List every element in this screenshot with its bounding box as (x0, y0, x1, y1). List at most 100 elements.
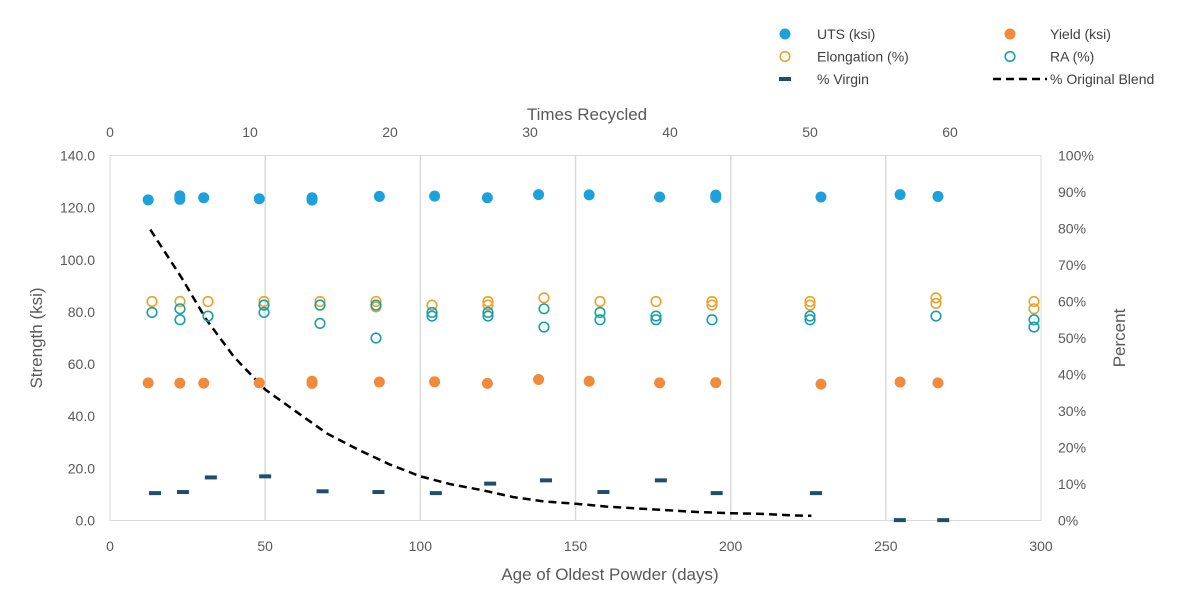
yield-ksi-point (583, 375, 595, 387)
ra-point (804, 310, 816, 322)
ra-legend-marker (1004, 50, 1016, 63)
x-top-tick-label: 30 (522, 124, 538, 140)
yield-ksi-point (306, 377, 318, 389)
x-bottom-tick-label: 300 (1029, 538, 1053, 554)
virgin-legend-label: % Virgin (817, 71, 869, 87)
elongation-point (538, 292, 550, 304)
uts-ksi-point (306, 194, 318, 206)
uts-ksi-point (710, 191, 722, 203)
y-left-tick-label: 100.0 (60, 252, 95, 268)
ra-point (370, 332, 382, 344)
virgin-point (148, 491, 161, 496)
virgin-point (204, 475, 217, 480)
y-right-tick-label: 50% (1058, 330, 1086, 346)
ra-legend-label: RA (%) (1050, 49, 1094, 65)
ra-point (314, 299, 326, 311)
elongation-point (258, 295, 270, 308)
ra-point (174, 314, 186, 326)
ra-point (482, 306, 494, 319)
ra-point (650, 310, 662, 322)
yield-ksi-point (481, 377, 493, 389)
ra-point (314, 317, 326, 330)
yield-ksi-point (815, 378, 827, 390)
ra-point (426, 310, 438, 322)
uts-ksi-point (174, 193, 186, 205)
uts-ksi-point (533, 189, 545, 201)
marker-layer (142, 189, 1040, 523)
ra-point (1028, 321, 1040, 333)
x-bottom-tick-label: 250 (874, 538, 898, 554)
y-right-tick-label: 100% (1058, 148, 1094, 164)
virgin-point (259, 474, 272, 479)
uts-ksi-point (481, 192, 493, 204)
yield-ksi-point (198, 377, 210, 389)
x-bottom-tick-label: 50 (257, 538, 273, 554)
ra-point (174, 303, 186, 315)
y-right-tick-label: 40% (1058, 367, 1086, 383)
uts-ksi-legend-label: UTS (ksi) (817, 26, 875, 42)
yield-ksi-legend-label: Yield (ksi) (1050, 26, 1111, 42)
x-top-tick-label: 10 (242, 124, 258, 140)
yield-ksi-point (373, 376, 385, 388)
ra-point (538, 303, 550, 315)
x-top-tick-label: 0 (106, 124, 114, 140)
x-bottom-tick-label: 0 (106, 538, 114, 554)
y-right-tick-label: 70% (1058, 257, 1086, 273)
y-left-tick-label: 80.0 (68, 304, 95, 320)
ra-point (258, 306, 270, 319)
elongation-point (482, 295, 494, 308)
y-left-tick-label: 60.0 (68, 356, 95, 372)
ra-point (482, 310, 494, 322)
uts-ksi-point (815, 191, 827, 203)
y-right-axis-title: Percent (1110, 308, 1129, 367)
uts-ksi-point (373, 190, 385, 202)
elongation-point (1028, 295, 1040, 308)
elongation-point (314, 295, 326, 308)
yield-ksi-legend-marker (1004, 28, 1016, 40)
x-top-tick-label: 60 (942, 124, 958, 140)
y-right-tick-label: 30% (1058, 403, 1086, 419)
y-right-tick-label: 80% (1058, 221, 1086, 237)
x-top-tick-label: 50 (802, 124, 818, 140)
y-left-tick-label: 120.0 (60, 200, 95, 216)
x-top-tick-label: 20 (382, 124, 398, 140)
x-bottom-tick-label: 100 (409, 538, 433, 554)
yield-ksi-point (253, 377, 265, 389)
legend: UTS (ksi) Yield (ksi) Elongation (%) RA (%)… (779, 26, 1154, 87)
x-bottom-axis-title: Age of Oldest Powder (days) (501, 565, 718, 584)
ra-point (594, 306, 606, 319)
uts-ksi-point (253, 193, 265, 205)
virgin-point (176, 490, 189, 495)
ra-point (146, 306, 158, 319)
virgin-point (710, 491, 723, 496)
x-top-axis-title: Times Recycled (527, 105, 647, 124)
yield-ksi-point (429, 376, 441, 388)
elongation-point (804, 299, 816, 311)
y-right-tick-label: 60% (1058, 294, 1086, 310)
elongation-point (706, 299, 718, 311)
original-blend-legend-label: % Original Blend (1050, 71, 1154, 87)
x-bottom-tick-label: 150 (564, 538, 588, 554)
elongation-point (174, 295, 186, 308)
elongation-point (146, 295, 158, 308)
virgin-legend-marker (779, 77, 791, 81)
uts-ksi-point (894, 189, 906, 201)
virgin-point (429, 491, 442, 496)
y-left-axis-title: Strength (ksi) (27, 287, 46, 388)
yield-ksi-point (174, 377, 186, 389)
axes: 0 50 100 150 200 250 300 0 10 20 30 40 50 60 0.0 20.0 40… (60, 124, 1094, 554)
original-blend-line (149, 228, 812, 518)
ra-point (706, 314, 718, 326)
elongation-point (202, 295, 214, 308)
virgin-point (316, 489, 329, 494)
elongation-point (930, 292, 942, 304)
ra-point (650, 314, 662, 326)
virgin-point (597, 490, 610, 495)
yield-ksi-point (654, 377, 666, 389)
y-left-tick-label: 20.0 (68, 460, 95, 476)
y-left-tick-label: 0.0 (76, 513, 96, 529)
y-right-tick-label: 0% (1058, 513, 1078, 529)
yield-ksi-point (710, 377, 722, 389)
virgin-point (893, 518, 906, 523)
